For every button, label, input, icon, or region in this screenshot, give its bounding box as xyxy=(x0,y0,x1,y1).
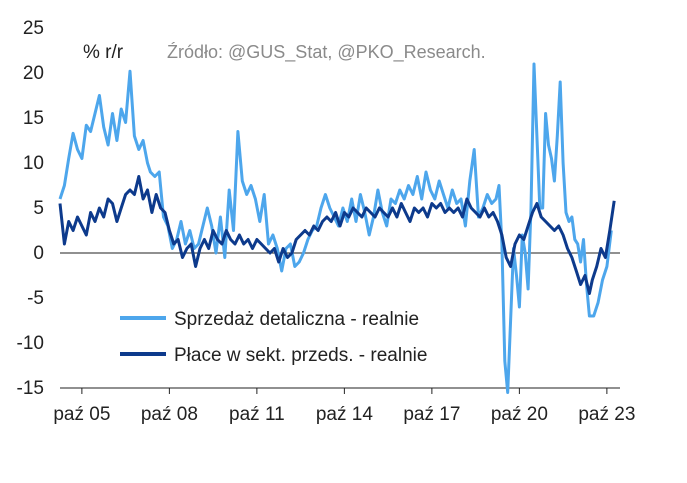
y-tick-label: 25 xyxy=(23,18,44,39)
y-tick-label: 0 xyxy=(33,243,44,264)
x-tick-label: paź 08 xyxy=(141,404,198,425)
y-axis-label: % r/r xyxy=(83,42,124,63)
y-tick-label: 15 xyxy=(23,108,44,129)
source-note: Źródło: @GUS_Stat, @PKO_Research. xyxy=(167,42,486,63)
x-tick-label: paź 17 xyxy=(403,404,460,425)
legend-label-wages: Płace w sekt. przeds. - realnie xyxy=(174,345,427,366)
x-tick-label: paź 23 xyxy=(578,404,635,425)
legend: Sprzedaż detaliczna - realnie Płace w se… xyxy=(120,309,427,366)
x-axis-ticks: paź 05 paź 08 paź 11 paź 14 paź 17 paź 2… xyxy=(53,404,635,425)
x-tick-label: paź 11 xyxy=(229,404,285,425)
y-tick-label: -5 xyxy=(27,288,44,309)
x-axis-tickmarks xyxy=(81,388,608,394)
x-tick-label: paź 05 xyxy=(53,404,110,425)
series-line-wages xyxy=(58,175,616,295)
x-tick-label: paź 14 xyxy=(316,404,373,425)
y-tick-label: 20 xyxy=(23,63,44,84)
y-tick-label: 5 xyxy=(33,198,44,219)
series-layer xyxy=(58,62,616,394)
x-tick-label: paź 20 xyxy=(491,404,548,425)
y-tick-label: -10 xyxy=(17,333,44,354)
y-tick-label: 10 xyxy=(23,153,44,174)
y-axis-ticks: 25 20 15 10 5 0 -5 -10 -15 xyxy=(17,18,44,399)
series-line-retail-sales xyxy=(58,62,613,394)
y-tick-label: -15 xyxy=(17,378,44,399)
legend-label-retail-sales: Sprzedaż detaliczna - realnie xyxy=(174,309,419,330)
